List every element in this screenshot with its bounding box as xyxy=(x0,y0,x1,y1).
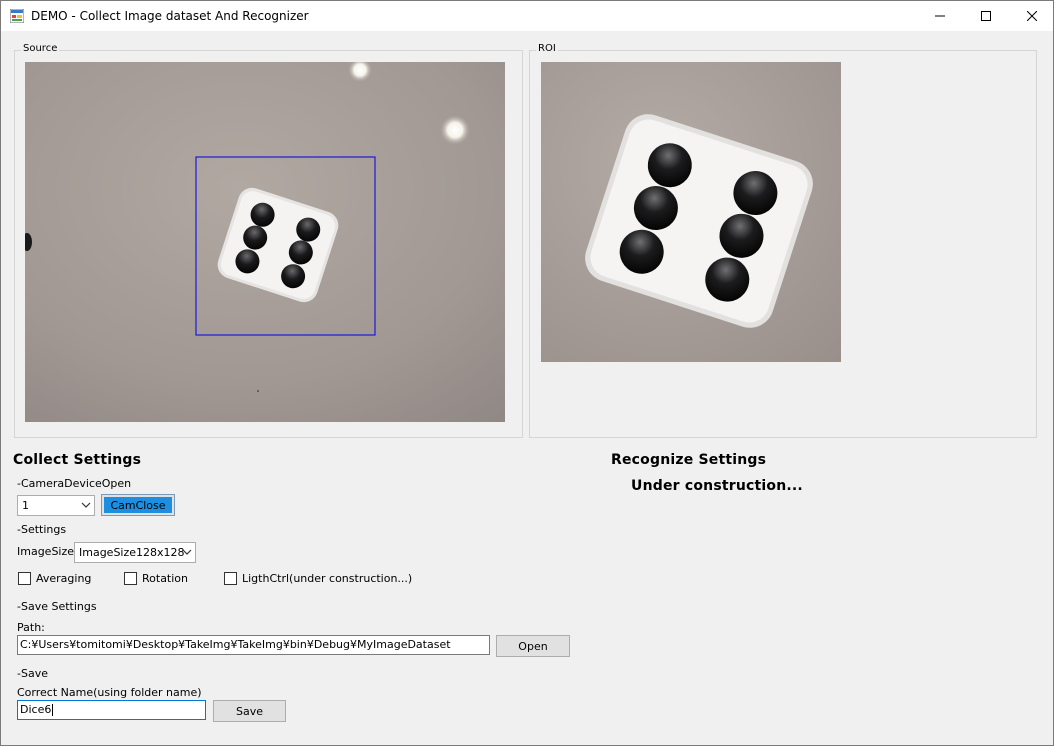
camera-device-section-label: -CameraDeviceOpen xyxy=(17,477,132,490)
roi-selection-box[interactable] xyxy=(195,156,376,336)
cam-close-label: CamClose xyxy=(104,497,172,513)
chevron-down-icon xyxy=(182,549,192,555)
save-settings-section-label: -Save Settings xyxy=(17,600,97,613)
save-section-label: -Save xyxy=(17,667,48,680)
maximize-icon xyxy=(981,11,991,21)
collect-settings-title: Collect Settings xyxy=(13,452,142,468)
chevron-down-icon xyxy=(81,502,91,508)
rotation-checkbox[interactable] xyxy=(124,572,137,585)
app-icon xyxy=(10,9,24,23)
image-size-label: ImageSize: xyxy=(17,545,78,558)
roi-image xyxy=(541,62,841,362)
cam-close-button[interactable]: CamClose xyxy=(101,494,175,516)
minimize-icon xyxy=(935,15,945,17)
correct-name-value: Dice6 xyxy=(20,703,52,716)
correct-name-input[interactable]: Dice6 xyxy=(17,700,206,720)
source-image xyxy=(25,62,505,422)
camera-device-value: 1 xyxy=(22,499,29,512)
window-title: DEMO - Collect Image dataset And Recogni… xyxy=(31,9,309,23)
source-label: Source xyxy=(21,43,60,54)
save-button[interactable]: Save xyxy=(213,700,286,722)
close-icon xyxy=(1027,11,1037,21)
path-input[interactable]: C:¥Users¥tomitomi¥Desktop¥TakeImg¥TakeIm… xyxy=(17,635,490,655)
averaging-label: Averaging xyxy=(36,572,92,585)
image-size-value: ImageSize128x128 xyxy=(79,546,185,559)
correct-name-label: Correct Name(using folder name) xyxy=(17,686,202,699)
minimize-button[interactable] xyxy=(917,1,963,31)
averaging-checkbox[interactable] xyxy=(18,572,31,585)
roi-label: ROI xyxy=(536,43,558,54)
open-button[interactable]: Open xyxy=(496,635,570,657)
path-label: Path: xyxy=(17,621,45,634)
image-size-select[interactable]: ImageSize128x128 xyxy=(74,542,196,563)
recognize-status-text: Under construction... xyxy=(631,478,803,494)
title-bar[interactable]: DEMO - Collect Image dataset And Recogni… xyxy=(1,1,1053,31)
rotation-label: Rotation xyxy=(142,572,189,585)
lightctrl-checkbox[interactable] xyxy=(224,572,237,585)
text-caret xyxy=(52,704,54,716)
maximize-button[interactable] xyxy=(963,1,1009,31)
source-group: Source xyxy=(14,43,523,438)
lightctrl-label: LigthCtrl(under construction...) xyxy=(242,572,413,585)
close-button[interactable] xyxy=(1009,1,1054,31)
camera-device-select[interactable]: 1 xyxy=(17,495,95,516)
roi-group: ROI xyxy=(529,43,1037,438)
recognize-settings-title: Recognize Settings xyxy=(611,452,767,468)
settings-section-label: -Settings xyxy=(17,523,67,536)
